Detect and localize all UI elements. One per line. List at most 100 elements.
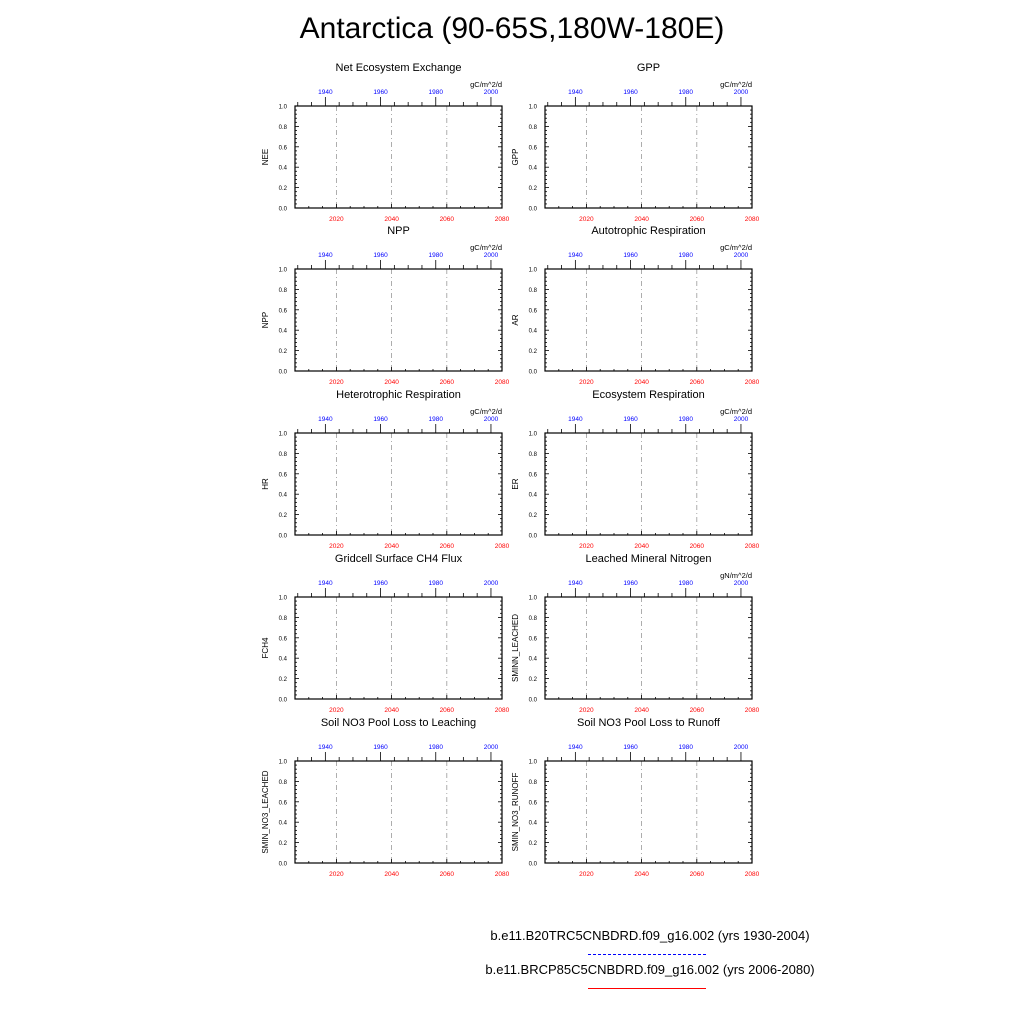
x-bottom-tick-label: 2080: [495, 379, 510, 386]
y-tick-label: 0.2: [529, 186, 538, 192]
panel-title: Net Ecosystem Exchange: [336, 62, 462, 74]
plot-frame: [294, 432, 503, 536]
legend-line-historical: [588, 954, 706, 955]
x-top-tick-label: 1940: [568, 89, 583, 96]
x-bottom-tick-label: 2020: [329, 707, 344, 714]
x-bottom-tick-label: 2080: [745, 216, 760, 223]
chart-panel: 0.0 0.2 0.4 0.6 0.8 1.0 2020 2040 2060 2080 1940 19…: [511, 225, 760, 386]
y-axis-label: GPP: [511, 149, 520, 166]
y-tick-label: 0.2: [529, 513, 538, 519]
y-tick-label: 0.2: [279, 513, 288, 519]
legend-line-future: [588, 988, 706, 989]
legend-item-future: b.e11.BRCP85C5CNBDRD.f09_g16.002 (yrs 20…: [440, 962, 860, 996]
x-top-tick-label: 1960: [373, 580, 388, 587]
panel-title: Gridcell Surface CH4 Flux: [335, 553, 463, 565]
x-bottom-tick-label: 2060: [440, 543, 455, 550]
chart-panel: 0.0 0.2 0.4 0.6 0.8 1.0 2020 2040 2060 2080 1940 19…: [261, 389, 510, 550]
x-top-tick-label: 1940: [318, 89, 333, 96]
y-tick-label: 0.6: [529, 472, 538, 478]
panel-title: Soil NO3 Pool Loss to Runoff: [577, 717, 721, 729]
x-bottom-tick-label: 2040: [634, 543, 649, 550]
x-top-tick-label: 1980: [679, 744, 694, 751]
y-tick-label: 1.0: [279, 268, 288, 274]
y-tick-label: 0.4: [529, 493, 538, 499]
x-bottom-tick-label: 2040: [384, 379, 399, 386]
y-axis-label: FCH4: [261, 637, 270, 658]
x-top-tick-label: 1980: [679, 252, 694, 259]
y-tick-label: 0.0: [529, 370, 538, 376]
y-tick-label: 1.0: [529, 105, 538, 111]
y-tick-label: 0.0: [279, 534, 288, 540]
y-tick-label: 0.6: [529, 145, 538, 151]
y-tick-label: 0.8: [529, 452, 538, 458]
x-top-tick-label: 1980: [429, 744, 444, 751]
y-tick-label: 1.0: [279, 105, 288, 111]
y-tick-label: 0.2: [529, 841, 538, 847]
x-top-tick-label: 1940: [568, 252, 583, 259]
panel-title: Heterotrophic Respiration: [336, 389, 461, 401]
x-bottom-tick-label: 2020: [579, 871, 594, 878]
y-tick-label: 0.2: [279, 841, 288, 847]
y-tick-label: 0.4: [529, 329, 538, 335]
y-tick-label: 0.6: [279, 145, 288, 151]
x-bottom-tick-label: 2080: [745, 379, 760, 386]
y-tick-label: 0.4: [529, 821, 538, 827]
plot-frame: [544, 268, 753, 372]
y-tick-label: 0.2: [529, 677, 538, 683]
units-label: gN/m^2/d: [720, 571, 752, 580]
panel-title: Soil NO3 Pool Loss to Leaching: [321, 717, 476, 729]
x-bottom-tick-label: 2040: [634, 379, 649, 386]
x-top-tick-label: 2000: [734, 744, 749, 751]
y-tick-label: 0.8: [279, 616, 288, 622]
x-bottom-tick-label: 2020: [579, 707, 594, 714]
x-bottom-tick-label: 2080: [495, 871, 510, 878]
x-bottom-tick-label: 2060: [690, 707, 705, 714]
chart-panel: 0.0 0.2 0.4 0.6 0.8 1.0 2020 2040 2060 2080 1940 19…: [511, 553, 760, 714]
x-top-tick-label: 2000: [734, 580, 749, 587]
x-top-tick-label: 1940: [318, 580, 333, 587]
y-axis-label: SMINN_LEACHED: [511, 614, 520, 682]
x-top-tick-label: 2000: [484, 89, 499, 96]
y-tick-label: 0.4: [279, 493, 288, 499]
y-tick-label: 1.0: [529, 760, 538, 766]
x-top-tick-label: 1960: [373, 416, 388, 423]
x-top-tick-label: 1940: [568, 744, 583, 751]
x-top-tick-label: 1960: [623, 252, 638, 259]
x-top-tick-label: 2000: [484, 580, 499, 587]
x-top-tick-label: 2000: [484, 744, 499, 751]
chart-panel: 0.0 0.2 0.4 0.6 0.8 1.0 2020 2040 2060 2080 1940 19…: [511, 389, 760, 550]
x-bottom-tick-label: 2040: [384, 707, 399, 714]
x-top-tick-label: 1940: [318, 744, 333, 751]
chart-panel: 0.0 0.2 0.4 0.6 0.8 1.0 2020 2040 2060 2080 1940 19…: [261, 62, 510, 223]
x-top-tick-label: 2000: [734, 252, 749, 259]
x-bottom-tick-label: 2040: [634, 216, 649, 223]
x-bottom-tick-label: 2060: [690, 871, 705, 878]
y-tick-label: 0.6: [529, 636, 538, 642]
y-tick-label: 0.8: [529, 125, 538, 131]
legend-label-future: b.e11.BRCP85C5CNBDRD.f09_g16.002 (yrs 20…: [485, 962, 815, 977]
legend: b.e11.B20TRC5CNBDRD.f09_g16.002 (yrs 193…: [440, 928, 860, 996]
x-bottom-tick-label: 2040: [384, 871, 399, 878]
y-axis-label: NEE: [261, 149, 270, 165]
x-top-tick-label: 2000: [734, 89, 749, 96]
legend-item-historical: b.e11.B20TRC5CNBDRD.f09_g16.002 (yrs 193…: [440, 928, 860, 962]
x-top-tick-label: 1980: [429, 416, 444, 423]
x-top-tick-label: 1980: [679, 416, 694, 423]
y-axis-label: HR: [261, 478, 270, 490]
chart-panel: 0.0 0.2 0.4 0.6 0.8 1.0 2020 2040 2060 2080 1940 19…: [261, 717, 510, 878]
plot-frame: [544, 105, 753, 209]
x-bottom-tick-label: 2080: [745, 543, 760, 550]
y-axis-label: SMIN_NO3_RUNOFF: [511, 773, 520, 852]
plot-frame: [294, 268, 503, 372]
y-tick-label: 1.0: [529, 596, 538, 602]
x-bottom-tick-label: 2080: [495, 543, 510, 550]
y-tick-label: 0.2: [529, 349, 538, 355]
y-tick-label: 0.4: [279, 329, 288, 335]
x-bottom-tick-label: 2060: [440, 707, 455, 714]
x-top-tick-label: 1980: [679, 89, 694, 96]
x-top-tick-label: 2000: [484, 416, 499, 423]
y-tick-label: 0.2: [279, 349, 288, 355]
y-tick-label: 0.4: [279, 821, 288, 827]
x-bottom-tick-label: 2020: [579, 216, 594, 223]
